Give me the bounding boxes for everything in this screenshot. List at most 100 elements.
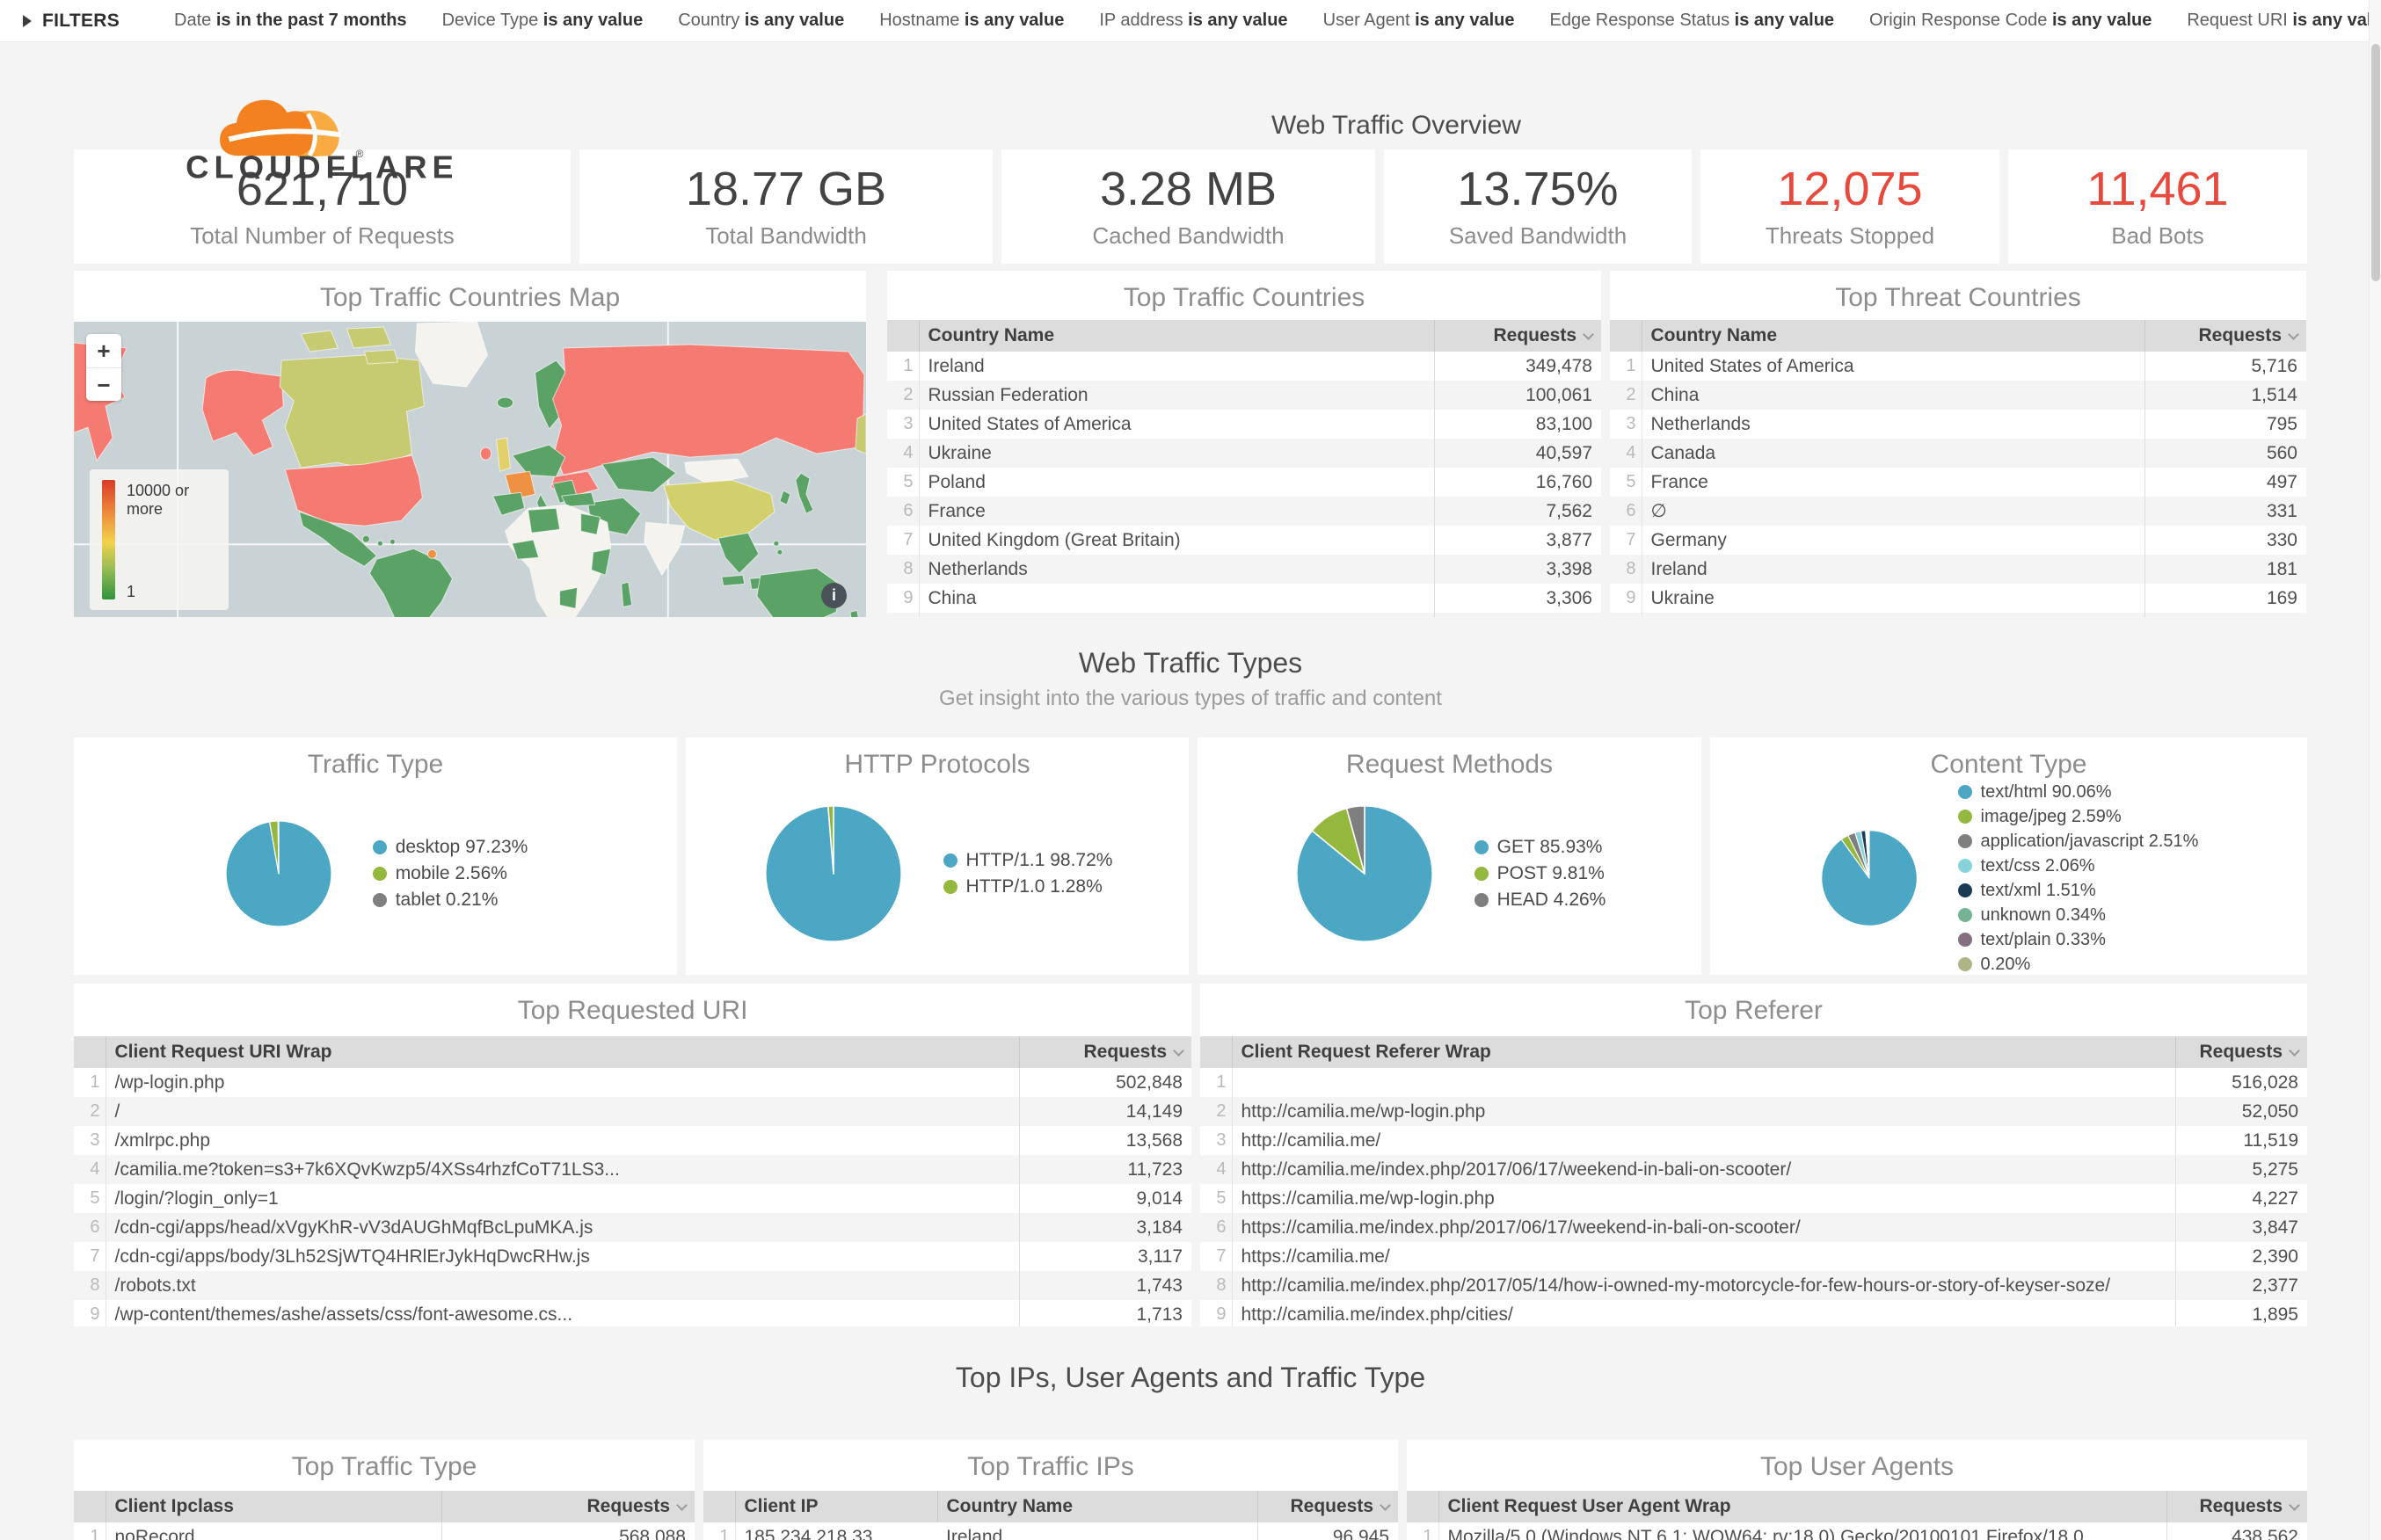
legend-item[interactable]: desktop 97.23% <box>372 834 528 861</box>
column-header-sortable[interactable]: Requests <box>1257 1491 1398 1522</box>
legend-item[interactable]: unknown 0.34% <box>1957 903 2199 927</box>
table-row[interactable]: 3 United States of America 83,100 <box>887 410 1601 439</box>
table-row[interactable]: 1 United States of America 5,716 <box>1610 352 2306 381</box>
legend-item[interactable]: text/xml 1.51% <box>1957 878 2199 903</box>
table-row[interactable]: 3 http://camilia.me/11,519 <box>1200 1126 2307 1155</box>
table-row[interactable]: 5 France 497 <box>1610 468 2306 497</box>
table-row[interactable]: 2/14,149 <box>74 1097 1191 1126</box>
table-row[interactable]: 3 Netherlands 795 <box>1610 410 2306 439</box>
column-header-sortable[interactable]: Requests <box>2166 1491 2307 1522</box>
requests-cell: 5,716 <box>2144 352 2306 381</box>
table-row[interactable]: 9/wp-content/themes/ashe/assets/css/font… <box>74 1300 1191 1326</box>
requests-cell: 16,760 <box>1433 468 1601 497</box>
table-row[interactable]: 9 Ukraine 169 <box>1610 584 2306 613</box>
country-name-cell: France <box>919 497 1434 526</box>
legend-item[interactable]: text/html 90.06% <box>1957 780 2199 804</box>
table-row[interactable]: 6 France 7,562 <box>887 497 1601 526</box>
filter-item[interactable]: Request URI is any value <box>2187 11 2381 30</box>
table-row[interactable]: 6/cdn-cgi/apps/head/xVgyKhR-vV3dAUGhMqfB… <box>74 1213 1191 1242</box>
legend-item[interactable]: HTTP/1.1 98.72% <box>943 847 1112 874</box>
pie-slice-HTTP/1.0[interactable] <box>826 805 834 875</box>
requests-cell: 14,149 <box>1018 1097 1191 1126</box>
requests-cell: 13,568 <box>1018 1126 1191 1155</box>
table-row[interactable]: 7 https://camilia.me/2,390 <box>1200 1242 2307 1271</box>
table-row[interactable]: 7 Germany 330 <box>1610 526 2306 555</box>
legend-item[interactable]: POST 9.81% <box>1474 861 1606 887</box>
table-row[interactable]: 8 Ireland 181 <box>1610 555 2306 584</box>
scrollbar-thumb[interactable] <box>2371 44 2380 281</box>
http-protocols-pie <box>762 803 905 945</box>
table-row[interactable]: 6 ∅ 331 <box>1610 497 2306 526</box>
country-name-cell: China <box>919 584 1434 613</box>
legend-item[interactable]: text/css 2.06% <box>1957 854 2199 878</box>
table-row[interactable]: 5/login/?login_only=1 9,014 <box>74 1184 1191 1213</box>
world-map[interactable]: + − 10000 or more 1 i <box>74 322 866 617</box>
table-row[interactable]: 2 China 1,514 <box>1610 381 2306 410</box>
column-header-label: Client IP <box>744 1496 819 1516</box>
country-name-cell: China <box>1642 381 2144 410</box>
map-info-icon[interactable]: i <box>821 583 847 609</box>
filter-item[interactable]: Country is any value <box>678 11 844 30</box>
legend-item[interactable]: GET 85.93% <box>1474 834 1606 861</box>
zoom-out-button[interactable]: − <box>86 367 121 401</box>
legend-item[interactable]: image/jpeg 2.59% <box>1957 804 2199 829</box>
requests-cell: 96,945 <box>1256 1522 1398 1540</box>
table-row[interactable]: 1 516,028 <box>1200 1068 2307 1097</box>
table-row[interactable]: 4 Canada 560 <box>1610 439 2306 468</box>
legend-item[interactable]: HEAD 4.26% <box>1474 887 1606 913</box>
table-row[interactable]: 8/robots.txt 1,743 <box>74 1271 1191 1300</box>
web-traffic-types-section-head: Web Traffic Types Get insight into the v… <box>0 647 2381 711</box>
sort-caret-icon <box>676 1500 688 1511</box>
legend-item[interactable]: application/javascript 2.51% <box>1957 829 2198 854</box>
table-row[interactable]: 4/camilia.me?token=s3+7k6XQvKwzp5/4XSs4r… <box>74 1155 1191 1184</box>
page-scrollbar[interactable] <box>2369 0 2381 1540</box>
filter-item[interactable]: Date is in the past 7 months <box>174 11 407 30</box>
column-header-sortable[interactable]: Requests <box>2144 320 2306 352</box>
table-row[interactable]: 10Singapore158 <box>1610 613 2306 617</box>
table-row[interactable]: 4 http://camilia.me/index.php/2017/06/17/… <box>1200 1155 2307 1184</box>
legend-item[interactable]: 0.20% <box>1957 952 2199 975</box>
sort-caret-icon <box>1173 1045 1184 1057</box>
legend-item[interactable]: text/plain 0.33% <box>1957 927 2199 952</box>
table-row[interactable]: 2 Russian Federation 100,061 <box>887 381 1601 410</box>
table-row[interactable]: 10Canada3,215 <box>887 613 1601 617</box>
table-row[interactable]: 8 http://camilia.me/index.php/2017/05/14/… <box>1200 1271 2307 1300</box>
kpi-threats-stopped: 12,075 Threats Stopped <box>1700 149 1999 264</box>
table-row[interactable]: 1 noRecord 568,088 <box>74 1522 695 1540</box>
filter-item[interactable]: Origin Response Code is any value <box>1869 11 2152 30</box>
pie-slice-tablet[interactable] <box>277 820 280 875</box>
column-header-sortable[interactable]: Requests <box>441 1491 695 1522</box>
pie-slice-HEAD[interactable] <box>1345 805 1365 875</box>
legend-item[interactable]: tablet 0.21% <box>372 887 528 913</box>
table-row[interactable]: 1 Mozilla/5.0 (Windows NT 6.1; WOW64; rv:… <box>1407 1522 2307 1540</box>
pie-slice-other[interactable] <box>1866 830 1870 879</box>
table-row[interactable]: 6 https://camilia.me/index.php/2017/06/17… <box>1200 1213 2307 1242</box>
table-row[interactable]: 7/cdn-cgi/apps/body/3Lh52SjWTQ4HRlErJykH… <box>74 1242 1191 1271</box>
table-row[interactable]: 4 Ukraine 40,597 <box>887 439 1601 468</box>
column-header-sortable[interactable]: Requests <box>1434 320 1601 352</box>
table-row[interactable]: 1 Ireland 349,478 <box>887 352 1601 381</box>
table-row[interactable]: 1 185.234.218.33 Ireland 96,945 <box>703 1522 1398 1540</box>
legend-item[interactable]: HTTP/1.0 1.28% <box>943 874 1113 900</box>
rank-cell: 1 <box>74 1068 106 1097</box>
table-row[interactable]: 2 http://camilia.me/wp-login.php 52,050 <box>1200 1097 2307 1126</box>
filter-item[interactable]: Edge Response Status is any value <box>1549 11 1834 30</box>
filter-item[interactable]: IP address is any value <box>1099 11 1287 30</box>
column-header-sortable[interactable]: Requests <box>2175 1036 2307 1068</box>
table-row[interactable]: 3/xmlrpc.php 13,568 <box>74 1126 1191 1155</box>
table-row[interactable]: 1/wp-login.php 502,848 <box>74 1068 1191 1097</box>
filter-item[interactable]: User Agent is any value <box>1323 11 1515 30</box>
table-row[interactable]: 5 Poland 16,760 <box>887 468 1601 497</box>
filters-toggle[interactable]: FILTERS <box>23 11 120 32</box>
table-row[interactable]: 8 Netherlands 3,398 <box>887 555 1601 584</box>
table-row[interactable]: 7 United Kingdom (Great Britain) 3,877 <box>887 526 1601 555</box>
table-row[interactable]: 9 http://camilia.me/index.php/cities/1,89… <box>1200 1300 2307 1326</box>
filter-item[interactable]: Hostname is any value <box>879 11 1064 30</box>
column-header-sortable[interactable]: Requests <box>1019 1036 1191 1068</box>
table-row[interactable]: 5 https://camilia.me/wp-login.php 4,227 <box>1200 1184 2307 1213</box>
zoom-in-button[interactable]: + <box>97 338 111 364</box>
legend-item[interactable]: mobile 2.56% <box>372 861 528 887</box>
table-row[interactable]: 9 China 3,306 <box>887 584 1601 613</box>
filter-item[interactable]: Device Type is any value <box>442 11 644 30</box>
country-name-cell: Ukraine <box>1642 584 2144 613</box>
